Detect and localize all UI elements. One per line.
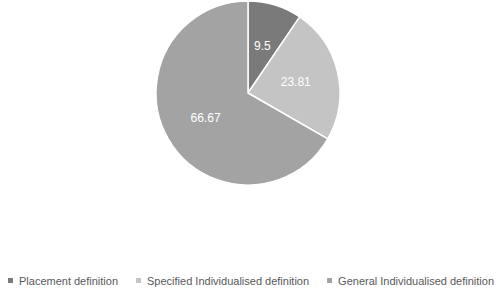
svg-text:General Individualised definit: General Individualised definition <box>338 275 494 287</box>
svg-text:9.5: 9.5 <box>254 39 271 53</box>
svg-text:23.81: 23.81 <box>281 75 311 89</box>
svg-text:Specified Individualised defin: Specified Individualised definition <box>147 275 309 287</box>
svg-text:Placement definition: Placement definition <box>19 275 118 287</box>
svg-text:66.67: 66.67 <box>191 111 221 125</box>
